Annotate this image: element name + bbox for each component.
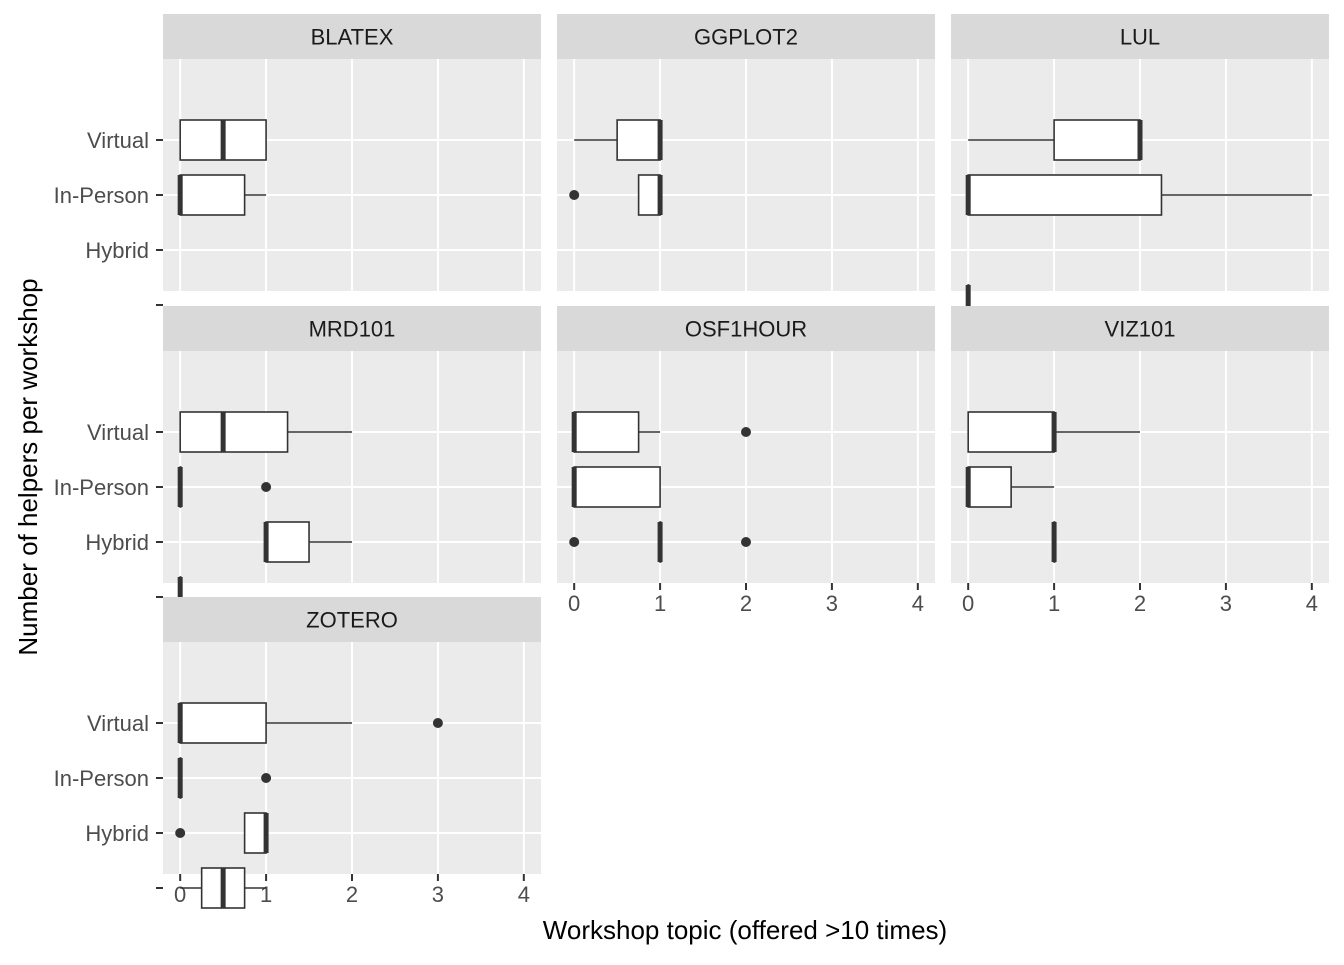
outlier-point: [569, 190, 580, 200]
box-virtual: [179, 119, 267, 161]
box-iqr: [243, 812, 267, 854]
facet-strip-label: GGPLOT2: [694, 25, 798, 50]
box-in-person: [177, 466, 272, 508]
outlier-point: [569, 537, 580, 547]
box-virtual: [967, 411, 1140, 453]
facet-strip: [951, 14, 1329, 59]
box-iqr: [967, 466, 1012, 508]
facet-panel-mrd101: MRD101 Virtual In-Person Hybrid: [54, 306, 541, 618]
box-hybrid: [1051, 521, 1057, 563]
box-in-person: [177, 174, 267, 216]
x-tick-label: 1: [654, 591, 666, 616]
facet-strip: [163, 306, 541, 351]
box-iqr: [179, 174, 246, 216]
x-tick-label: 3: [432, 882, 444, 907]
x-tick-label: 3: [1220, 591, 1232, 616]
box-hybrid: [263, 521, 352, 563]
box-hybrid: [569, 521, 751, 563]
y-tick-label: Hybrid: [85, 238, 149, 263]
y-tick-label: Virtual: [87, 420, 149, 445]
y-tick-label: Virtual: [87, 128, 149, 153]
box-iqr: [637, 174, 661, 216]
facet-strip: [951, 306, 1329, 351]
outlier-point: [261, 482, 272, 492]
facet-panel-ggplot2: GGPLOT2: [557, 14, 935, 306]
box-in-person: [965, 466, 1055, 508]
facet-strip: [557, 306, 935, 351]
outlier-point: [261, 773, 272, 783]
x-tick-label: 4: [912, 591, 924, 616]
x-tick-label: 4: [518, 882, 530, 907]
outlier-point: [741, 537, 751, 547]
box-iqr: [967, 174, 1163, 216]
facet-strip-label: OSF1HOUR: [685, 317, 807, 342]
facet-panel-zotero: ZOTERO Virtual In-Person Hybrid 0 1 2 3 4: [54, 597, 541, 909]
box-iqr: [179, 411, 289, 453]
x-tick-label: 0: [568, 591, 580, 616]
y-tick-label: Hybrid: [85, 530, 149, 555]
facet-strip-label: BLATEX: [311, 25, 394, 50]
x-tick-label: 3: [826, 591, 838, 616]
y-axis-title: Number of helpers per workshop: [13, 278, 43, 655]
box-iqr: [573, 411, 640, 453]
box-iqr: [265, 521, 310, 563]
box-iqr: [967, 411, 1055, 453]
y-tick-label: In-Person: [54, 475, 149, 500]
box-virtual: [177, 702, 443, 744]
facet-strip-label: LUL: [1120, 25, 1160, 50]
box-iqr: [616, 119, 661, 161]
x-tick-label: 1: [260, 882, 272, 907]
y-tick-label: In-Person: [54, 183, 149, 208]
x-tick-label: 2: [346, 882, 358, 907]
x-tick-label: 0: [174, 882, 186, 907]
box-virtual: [968, 119, 1143, 161]
box-virtual: [571, 411, 751, 453]
facet-strip: [163, 597, 541, 642]
outlier-point: [432, 718, 443, 728]
box-unlabeled: [180, 867, 267, 909]
box-iqr: [179, 702, 267, 744]
x-tick-label: 1: [1048, 591, 1060, 616]
x-tick-label: 2: [1134, 591, 1146, 616]
y-tick-label: Hybrid: [85, 821, 149, 846]
box-in-person: [569, 174, 663, 216]
box-virtual: [574, 119, 663, 161]
facet-strip-label: MRD101: [309, 317, 396, 342]
box-in-person: [177, 757, 272, 799]
box-virtual: [179, 411, 352, 453]
outlier-point: [175, 828, 186, 838]
x-tick-label: 2: [740, 591, 752, 616]
facet-panel-viz101: VIZ101 0 1 2 3 4: [951, 306, 1329, 616]
outlier-point: [741, 427, 751, 437]
box-iqr: [573, 466, 661, 508]
x-axis-title: Workshop topic (offered >10 times): [543, 915, 947, 945]
facet-strip-label: ZOTERO: [306, 608, 398, 633]
facet-strip-label: VIZ101: [1105, 317, 1176, 342]
facet-strip: [163, 14, 541, 59]
y-tick-label: Virtual: [87, 711, 149, 736]
box-in-person: [571, 466, 661, 508]
facet-panel-blatex: BLATEX Virtual In-Person Hybrid: [54, 14, 541, 306]
x-tick-label: 0: [962, 591, 974, 616]
facet-panel-lul: LUL: [951, 14, 1329, 326]
x-tick-label: 4: [1306, 591, 1318, 616]
facet-strip: [557, 14, 935, 59]
box-iqr: [1053, 119, 1141, 161]
box-in-person: [965, 174, 1312, 216]
box-hybrid: [175, 812, 269, 854]
y-tick-label: In-Person: [54, 766, 149, 791]
facet-panel-osf1hour: OSF1HOUR 0 1 2 3 4: [557, 306, 935, 616]
